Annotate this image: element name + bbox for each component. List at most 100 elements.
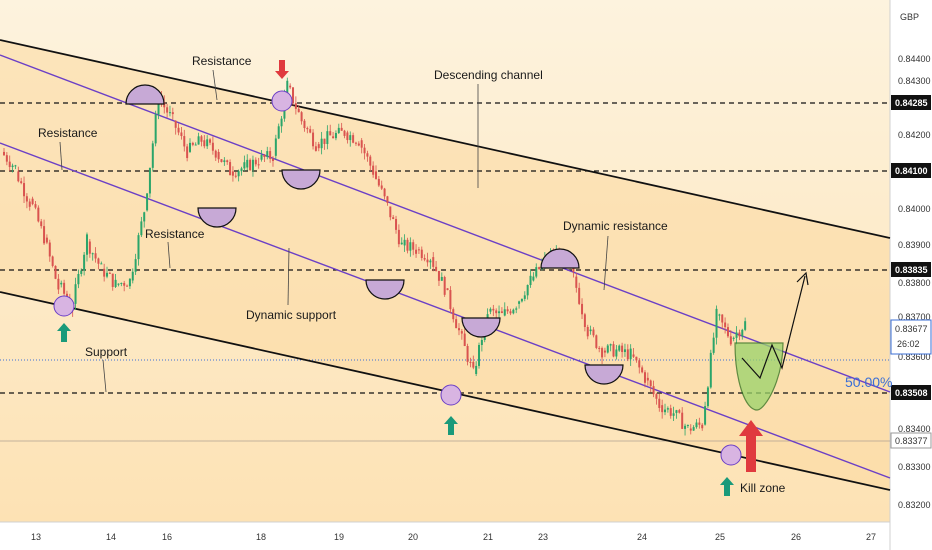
level-label-box	[891, 262, 931, 277]
candle-bullish	[618, 345, 621, 351]
candle-bearish	[643, 372, 646, 383]
candle-bearish	[698, 422, 701, 425]
candle-bearish	[466, 345, 469, 362]
candle-bullish	[664, 409, 667, 413]
candle-bearish	[294, 103, 297, 109]
candle-bearish	[538, 267, 541, 270]
candle-bearish	[217, 151, 220, 160]
channel-upper-line	[0, 39, 891, 239]
y-tick-label: 0.83700	[898, 312, 931, 322]
candle-bearish	[94, 253, 97, 259]
candle-bearish	[340, 127, 343, 131]
candle-bearish	[386, 196, 389, 203]
x-tick-label: 21	[483, 532, 493, 542]
candle-bullish	[100, 263, 103, 265]
y-tick-label: 0.83400	[898, 424, 931, 434]
candle-bullish	[260, 154, 263, 160]
candle-bullish	[134, 259, 137, 272]
candle-bullish	[240, 168, 243, 172]
candle-bullish	[14, 165, 17, 167]
candle-bearish	[312, 132, 315, 147]
candle-bearish	[649, 380, 652, 387]
candle-bullish	[131, 271, 134, 281]
candle-bearish	[374, 171, 378, 179]
level-label: 0.83835	[895, 265, 928, 275]
candle-bearish	[492, 308, 495, 311]
candle-bearish	[51, 256, 54, 266]
candle-bullish	[489, 308, 492, 312]
candle-bullish	[277, 126, 280, 139]
x-tick-label: 14	[106, 532, 116, 542]
candle-bullish	[157, 102, 160, 115]
candle-bearish	[423, 257, 426, 260]
candle-bullish	[478, 344, 481, 366]
candle-bearish	[20, 181, 23, 184]
candle-bearish	[397, 229, 400, 245]
candle-bearish	[417, 249, 420, 251]
x-tick-label: 27	[866, 532, 876, 542]
candle-bearish	[226, 160, 229, 163]
candle-bullish	[194, 144, 197, 146]
candle-bearish	[234, 175, 237, 177]
candle-bearish	[231, 171, 234, 176]
candle-bearish	[123, 282, 126, 286]
candle-bearish	[701, 424, 704, 429]
x-tick-label: 18	[256, 532, 266, 542]
touch-marker-semi	[197, 207, 237, 228]
x-tick-label: 24	[637, 532, 647, 542]
candle-bearish	[389, 206, 392, 218]
candle-bearish	[31, 198, 34, 205]
candle-bullish	[400, 242, 403, 245]
pointer-resistance-top	[212, 69, 218, 101]
candle-bearish	[601, 348, 604, 358]
candle-bullish	[429, 260, 432, 263]
candle-bullish	[609, 344, 612, 346]
time-axis-panel	[0, 522, 932, 550]
candle-bullish	[137, 235, 140, 260]
candle-bullish	[117, 283, 120, 285]
candle-bearish	[357, 143, 360, 146]
candle-bearish	[586, 326, 589, 337]
candle-bearish	[495, 310, 498, 314]
candle-bullish	[128, 278, 131, 287]
reference-price-label: 0.83377	[895, 436, 928, 446]
up-arrow-icon	[720, 477, 734, 496]
candle-bullish	[498, 311, 501, 314]
candle-bearish	[186, 146, 189, 159]
candle-bullish	[266, 151, 269, 157]
pointer-support	[102, 359, 107, 393]
x-tick-label: 16	[162, 532, 172, 542]
candle-bullish	[526, 285, 529, 296]
candle-bearish	[369, 156, 372, 166]
candle-bearish	[506, 309, 509, 312]
candle-bullish	[168, 112, 171, 114]
candle-bearish	[343, 130, 346, 136]
candle-bearish	[509, 311, 512, 314]
candle-bullish	[512, 309, 515, 314]
candle-bearish	[352, 135, 355, 143]
candle-bearish	[678, 410, 681, 413]
candle-bearish	[412, 242, 415, 250]
dynamic-support-line	[0, 142, 891, 479]
candle-bullish	[60, 282, 63, 285]
candle-bearish	[726, 327, 729, 337]
candle-bullish	[732, 337, 735, 339]
touch-marker-semi	[584, 364, 624, 385]
candle-bullish	[623, 349, 626, 353]
level-label-box	[891, 385, 931, 400]
candle-bullish	[675, 410, 678, 413]
candle-bearish	[578, 287, 581, 304]
level-label-box	[891, 163, 931, 178]
candle-bearish	[632, 354, 635, 357]
candle-bearish	[292, 87, 295, 104]
candle-bearish	[329, 131, 332, 136]
level-label: 0.83508	[895, 388, 928, 398]
candle-bullish	[518, 301, 521, 304]
candle-bearish	[641, 367, 644, 373]
candle-bearish	[452, 309, 455, 320]
reference-price-box	[890, 432, 932, 449]
candle-bearish	[43, 226, 46, 244]
y-tick-label: 0.83600	[898, 352, 931, 362]
candle-bearish	[655, 394, 658, 399]
candle-bullish	[74, 284, 77, 304]
